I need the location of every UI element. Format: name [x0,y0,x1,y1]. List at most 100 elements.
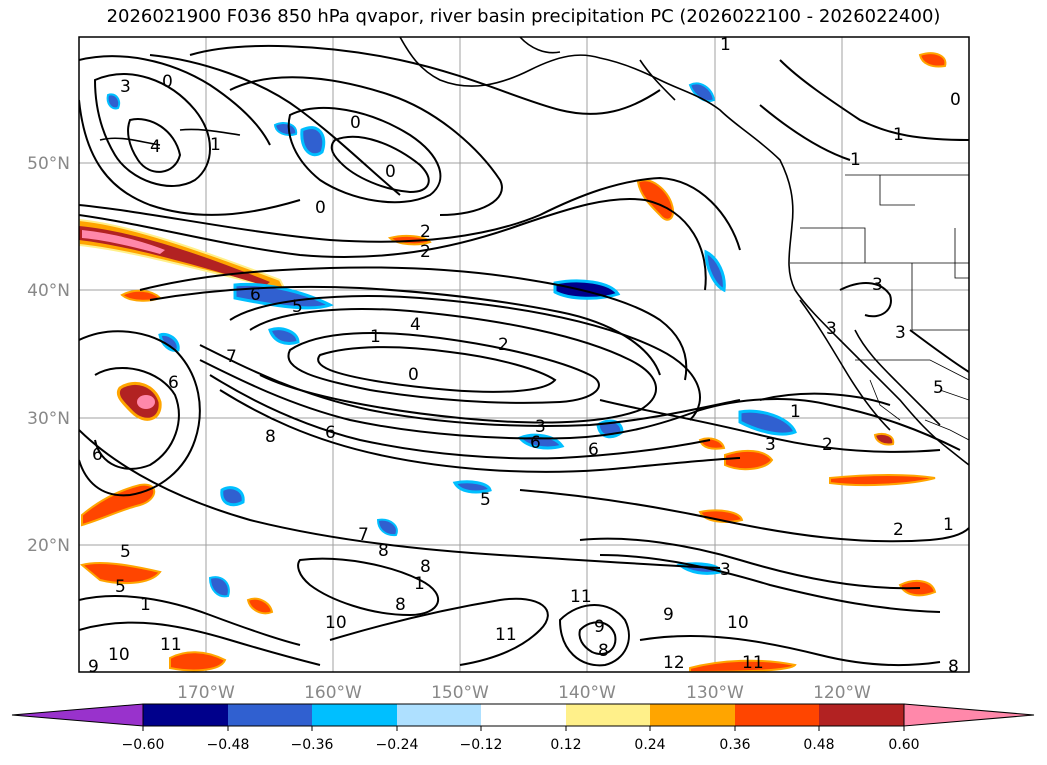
contour-line [287,332,600,404]
contour-label: 11 [160,635,182,655]
contour-label: 2 [822,435,833,455]
contour-line [330,135,430,194]
contour-label: 8 [598,641,609,661]
contour-label: 6 [325,423,336,443]
colorbar-under-arrow [11,703,144,727]
contour-label: 1 [414,574,425,594]
contour-label: 3 [765,435,776,455]
precip-patch-negative [688,82,716,102]
precip-patch-negative [738,409,797,436]
contour-label: 2 [498,335,509,355]
colorbar-swatch [312,704,397,726]
contour-label: 5 [292,297,303,317]
contour-label: 1 [720,35,731,55]
map-area [79,37,969,672]
contour-line [329,597,549,666]
coastline-aleutians [179,128,241,136]
colorbar-swatch [143,704,228,726]
contour-line [599,399,941,453]
contour-label: 5 [480,490,491,510]
coastline-alaska [639,59,676,101]
coastlines [99,37,969,466]
contour-label: 8 [395,595,406,615]
contour-label: 1 [893,125,904,145]
contour-line [139,266,688,381]
lon-label-140w: 140°W [558,683,616,703]
colorbar-tick-label: −0.36 [291,737,334,753]
lat-label-40n: 40°N [27,281,70,301]
contour-label: 8 [420,557,431,577]
contour-line [79,330,201,497]
colorbar-tick-label: 0.12 [550,737,581,753]
contour-line [79,99,301,216]
precip-patch-negative [106,93,121,110]
contour-label: 9 [594,617,605,637]
contour-line [189,44,661,115]
contour-line [578,621,617,655]
colorbar: −0.60 −0.48 −0.36 −0.24 −0.12 0.12 0.24 … [11,703,1035,753]
contour-label: 5 [933,378,944,398]
contour-label: 1 [210,135,221,155]
contour-label: 2 [420,242,431,262]
precip-patch-negative [273,122,298,136]
contour-label: 6 [168,373,179,393]
contour-label: 8 [378,541,389,561]
precip-patch-negative [268,327,300,345]
gridlines [79,37,969,672]
contour-label: 2 [893,520,904,540]
precip-patch-positive [873,433,895,446]
contour-label: 3 [826,319,837,339]
contour-line [519,489,969,543]
map-title: 2026021900 F036 850 hPa qvapor, river ba… [106,6,941,27]
contour-line [79,176,741,251]
precip-patch-negative [452,480,492,494]
latitude-labels: 50°N 40°N 30°N 20°N [27,154,70,556]
contour-line [79,55,271,146]
contour-line [149,285,661,376]
contour-labels: 0 1 4 3 0 0 0 2 2 1 1 0 1 6 5 4 1 2 0 7 … [88,35,961,673]
lon-label-120w: 120°W [813,683,871,703]
contour-label: 1 [370,327,381,347]
contour-label: 6 [588,440,599,460]
border-us-mexico [855,359,969,381]
contour-line [839,282,892,318]
contour-line [94,366,180,470]
contour-label: 11 [742,653,764,673]
contour-line [599,554,941,613]
contour-label: 10 [727,613,749,633]
colorbar-tick-label: 0.24 [634,737,665,753]
precip-patch-positive [246,597,274,615]
lon-label-130w: 130°W [686,683,744,703]
colorbar-over-arrow [903,703,1035,727]
coastline-baja [799,299,891,431]
contour-label: 4 [150,137,161,157]
contour-label: 9 [663,605,674,625]
contour-line [249,308,657,424]
contour-line [558,604,630,667]
contour-label: 11 [570,587,592,607]
contour-label: 4 [410,315,421,335]
lat-label-20n: 20°N [27,536,70,556]
colorbar-tick-label: −0.60 [122,737,165,753]
precip-patch-positive [82,230,165,254]
contour-label: 0 [162,72,173,92]
coastline-mexico [854,329,941,426]
border-mexico-states [924,419,969,441]
contour-label: 0 [350,113,361,133]
contour-line [219,389,741,473]
precip-patches [79,52,947,672]
precip-patch-negative [208,576,230,598]
contour-label: 10 [325,613,347,633]
precip-patch-positive [829,474,936,487]
coastline-alaska [519,37,561,54]
contour-label: 2 [420,222,431,242]
colorbar-swatch [397,704,481,726]
contour-label: 3 [872,275,883,295]
border-us-states [869,379,901,421]
colorbar-tick-label: 0.60 [888,737,919,753]
contour-label: 1 [943,515,954,535]
contour-line [639,634,941,667]
precip-patch-negative [300,126,326,157]
contour-label: 7 [358,525,369,545]
